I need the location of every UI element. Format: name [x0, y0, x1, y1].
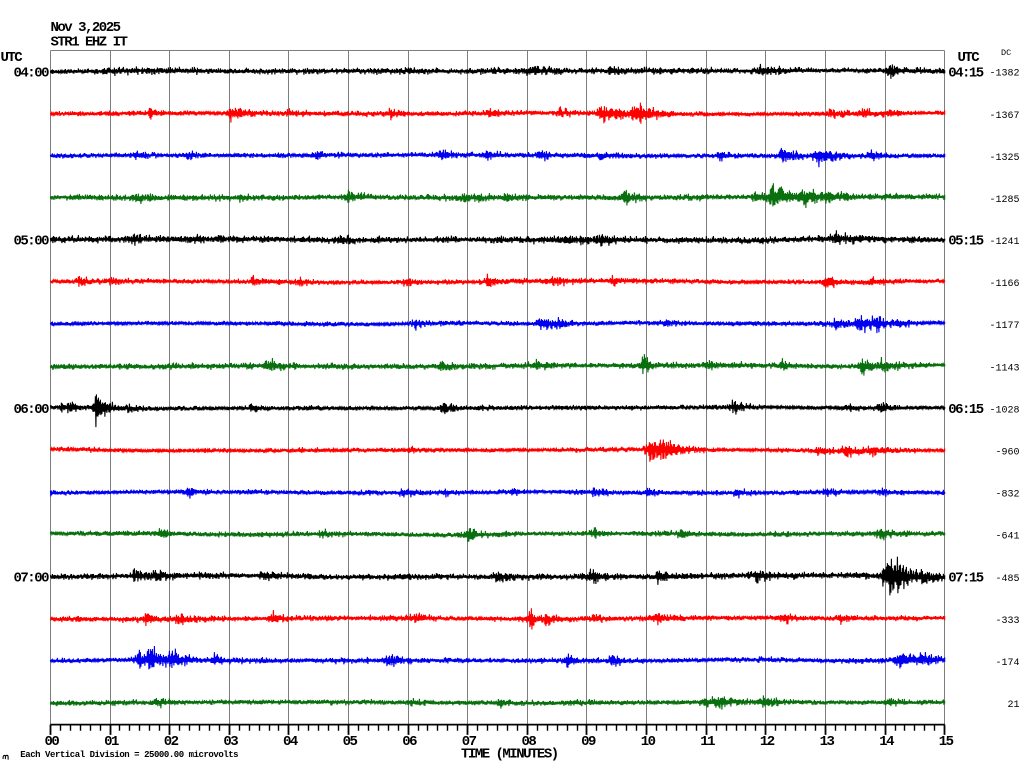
svg-text:05:00: 05:00: [13, 234, 49, 250]
svg-text:-485: -485: [995, 574, 1019, 585]
svg-text:-333: -333: [995, 616, 1019, 627]
svg-text:-832: -832: [995, 490, 1019, 501]
svg-text:STR1 EHZ IT: STR1 EHZ IT: [51, 35, 128, 51]
svg-text:11: 11: [700, 734, 715, 750]
svg-text:-1325: -1325: [989, 153, 1019, 164]
svg-text:04:00: 04:00: [13, 65, 49, 81]
svg-text:05: 05: [343, 734, 358, 750]
svg-text:-1166: -1166: [989, 279, 1019, 290]
svg-text:03: 03: [223, 734, 238, 750]
svg-text:06: 06: [402, 734, 417, 750]
svg-text:07:00: 07:00: [13, 570, 49, 586]
svg-text:14: 14: [879, 734, 894, 750]
svg-text:06:00: 06:00: [13, 402, 49, 418]
svg-text:-960: -960: [995, 448, 1019, 459]
svg-text:15: 15: [939, 734, 954, 750]
svg-text:TIME (MINUTES): TIME (MINUTES): [461, 746, 558, 762]
svg-text:-641: -641: [995, 532, 1019, 543]
svg-text:-174: -174: [995, 658, 1019, 669]
svg-text:01: 01: [104, 734, 119, 750]
svg-text:07:15: 07:15: [948, 570, 984, 586]
svg-text:10: 10: [641, 734, 656, 750]
svg-text:-1367: -1367: [989, 111, 1019, 122]
svg-text:04:15: 04:15: [948, 65, 984, 81]
svg-text:07: 07: [462, 734, 477, 750]
svg-text:05:15: 05:15: [948, 234, 984, 250]
svg-text:21: 21: [1007, 700, 1019, 711]
svg-text:06:15: 06:15: [948, 402, 984, 418]
svg-text:Nov 3,2025: Nov 3,2025: [51, 20, 121, 36]
svg-text:00: 00: [44, 734, 59, 750]
svg-text:09: 09: [581, 734, 596, 750]
svg-text:-1143: -1143: [989, 363, 1019, 374]
svg-text:UTC: UTC: [958, 50, 981, 66]
svg-text:-1241: -1241: [989, 237, 1019, 248]
svg-text:DC: DC: [1001, 48, 1011, 58]
svg-text:-1028: -1028: [989, 405, 1019, 416]
svg-text:UTC: UTC: [1, 50, 24, 66]
svg-text:-1382: -1382: [989, 69, 1019, 80]
svg-text:04: 04: [283, 734, 298, 750]
svg-text:-1285: -1285: [989, 195, 1019, 206]
svg-text:Each Vertical Division = 25000: Each Vertical Division = 25000.00 microv…: [20, 750, 238, 760]
svg-text:08: 08: [521, 734, 536, 750]
svg-text:13: 13: [820, 734, 835, 750]
svg-text:02: 02: [164, 734, 179, 750]
svg-text:12: 12: [760, 734, 775, 750]
svg-text:-1177: -1177: [989, 321, 1019, 332]
